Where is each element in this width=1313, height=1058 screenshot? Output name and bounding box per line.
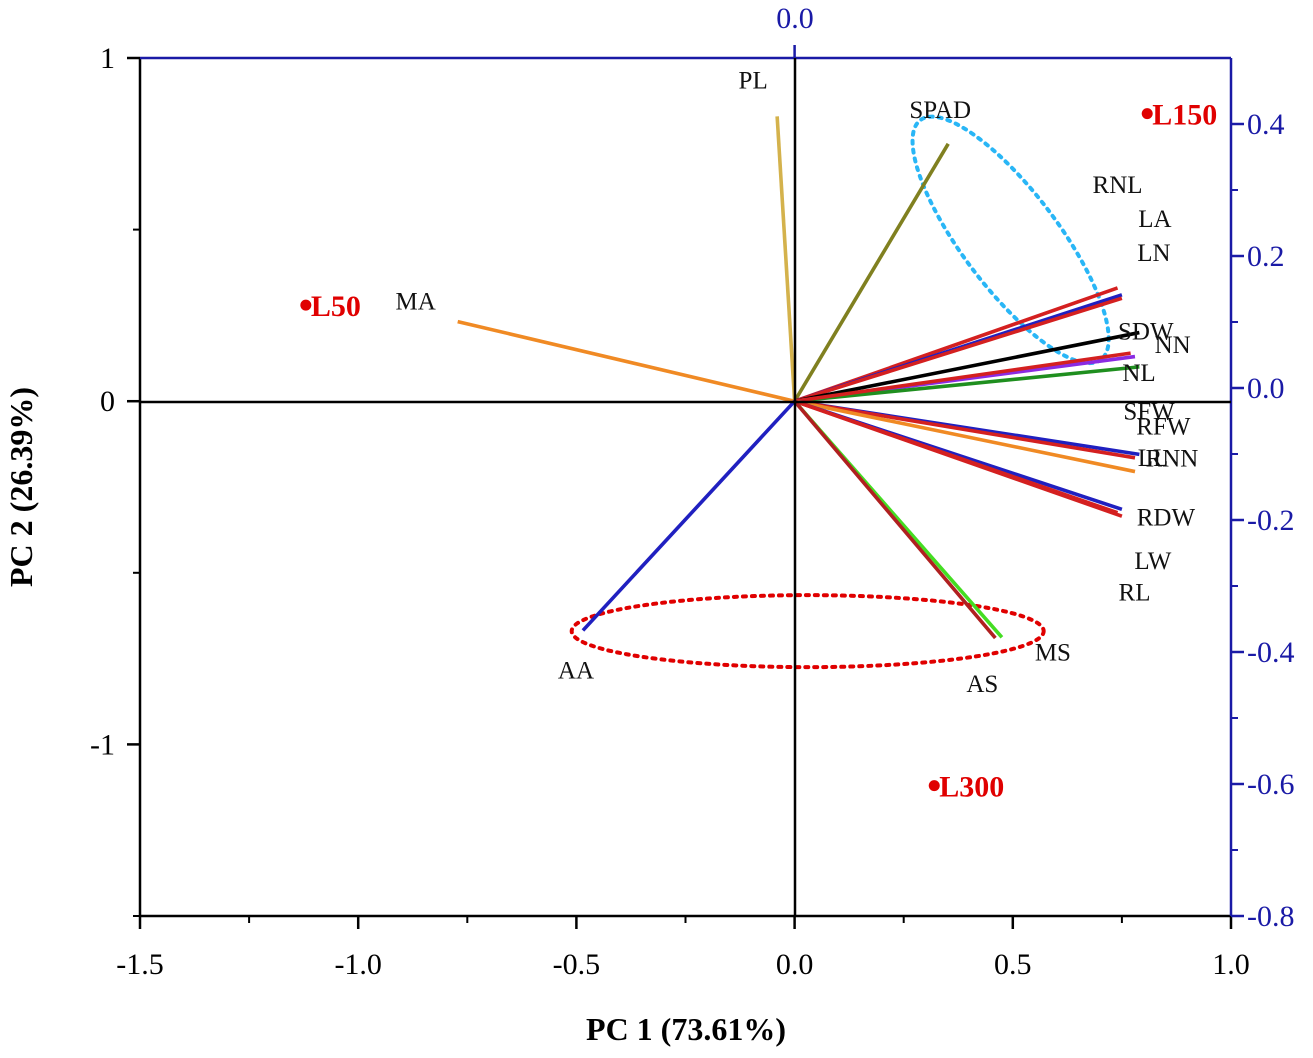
loading-vector-ln [794,296,1123,403]
x-tick-label: -1.0 [334,948,382,981]
y-right-tick-label: -0.8 [1247,900,1295,933]
y-right-tick-label: 0.0 [1247,372,1285,405]
loading-vector-as [793,400,997,640]
x-axis-title: PC 1 (73.61%) [586,1011,786,1047]
y-left-tick-label: 0 [100,385,115,418]
y-left-tick-label: 1 [100,42,115,75]
axes [138,56,1233,918]
loading-vector-rl [794,399,1119,515]
y-right-tick-label: -0.6 [1247,768,1295,801]
loading-label-la: LA [1138,206,1171,233]
loading-label-rnl: RNL [1093,172,1143,199]
loading-label-rfw: RFW [1136,413,1191,440]
score-label-l300: L300 [939,771,1004,804]
loading-label-ms: MS [1035,639,1071,666]
y-left-tick-label: -1 [90,728,115,761]
loading-vector-ll [794,399,1136,460]
score-point-l150 [1141,108,1153,120]
score-label-l50: L50 [311,290,361,323]
loading-label-nl: NL [1122,360,1155,387]
loading-label-ll: LL [1138,445,1169,472]
loading-vector-pl [775,116,797,402]
loading-vector-sfw [794,330,1140,403]
score-label-l150: L150 [1152,99,1217,132]
loading-label-aa: AA [558,657,594,684]
score-point-l300 [928,780,940,792]
loading-label-lw: LW [1134,548,1171,575]
loading-label-rl: RL [1119,580,1151,607]
x-tick-label: 0.0 [776,948,814,981]
y-right-tick-label: -0.4 [1247,636,1295,669]
loading-label-rnn: RNN [1146,446,1199,473]
y-right-tick-label: 0.4 [1247,108,1285,141]
loading-label-as: AS [966,671,998,698]
loading-vector-nl [794,365,1140,403]
loading-vector-spad [793,142,950,403]
y-right-tick-label: 0.2 [1247,240,1285,273]
loading-label-spad: SPAD [909,97,971,124]
loading-label-ln: LN [1137,240,1170,267]
loading-vector-ma [457,319,796,403]
loading-vectors: PLSPADMARNLLALNSFWSDWNLNNRFWLLRNNRDWLWRL… [396,67,1199,698]
top-axis-tick-label: 0.0 [776,2,814,35]
loading-vector-aa [581,399,796,632]
loading-label-nn: NN [1155,332,1191,359]
loading-label-pl: PL [739,67,768,94]
loading-label-sdw: SDW [1118,319,1174,346]
x-tick-label: 1.0 [1212,948,1250,981]
score-point-l50 [300,299,312,311]
observation-scores: L150 L50 L300 [300,99,1217,804]
loading-vector-nn [794,351,1131,403]
x-tick-label: -0.5 [553,948,601,981]
y-right-tick-label: -0.2 [1247,504,1295,537]
grouping-ellipse [569,593,1046,670]
grouping-ellipse [910,114,1111,366]
y-axis-title: PC 2 (26.39%) [3,387,39,587]
axis-ticks: -1.5 -1.0 -0.5 0.0 0.5 1.0 1 0 -1 0.4 0.2 0.0 -0.2 -0… [90,42,1295,981]
loading-vector-rnn [794,399,1136,474]
x-tick-label: -1.5 [116,948,164,981]
x-tick-label: 0.5 [994,948,1032,981]
loading-label-rdw: RDW [1137,504,1196,531]
loading-label-ma: MA [396,289,436,316]
